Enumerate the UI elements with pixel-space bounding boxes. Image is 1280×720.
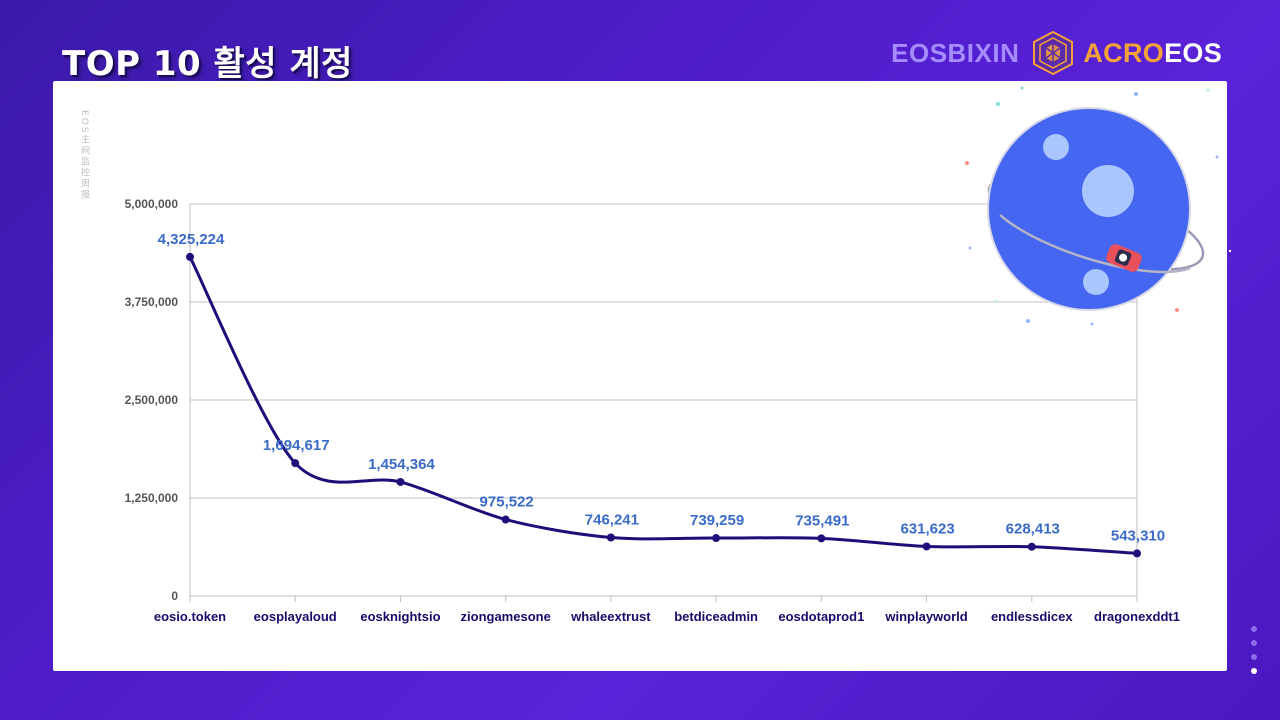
data-point — [396, 477, 405, 486]
x-tick-label: whaleextrust — [570, 609, 651, 624]
page-dot[interactable] — [1251, 626, 1257, 632]
page-title: TOP 10 활성 계정 — [62, 44, 353, 84]
brand-eos-part: EOS — [1164, 37, 1222, 68]
data-points — [186, 252, 1141, 558]
x-tick-label: winplayworld — [884, 609, 967, 624]
y-tick-label: 1,250,000 — [125, 491, 179, 505]
x-tick-label: eosio.token — [154, 609, 226, 624]
data-point — [606, 533, 615, 542]
x-tick-label: eosknightsio — [360, 609, 440, 624]
side-watermark: EOS主网监控周报 — [79, 110, 89, 201]
brand-eosbixin: EOSBIXIN — [891, 37, 1020, 68]
acroeos-cube-logo-icon — [1033, 30, 1074, 76]
data-label: 975,522 — [480, 494, 534, 511]
data-label: 746,241 — [585, 511, 639, 528]
gridlines — [189, 203, 1138, 597]
data-point — [1027, 542, 1036, 551]
y-tick-label: 2,500,000 — [125, 393, 179, 407]
sparkle-stars — [965, 86, 1232, 326]
x-tick-label: eosdotaprod1 — [778, 609, 864, 624]
page-indicator — [1251, 626, 1257, 682]
x-tick-label: dragonexddt1 — [1094, 609, 1180, 624]
y-tick-label: 3,750,000 — [125, 295, 179, 309]
y-tick-label: 5,000,000 — [125, 197, 179, 211]
series-line — [188, 256, 1138, 555]
brand-acro-part: ACRO — [1083, 37, 1165, 68]
x-tick-label: ziongamesone — [461, 609, 551, 624]
brand-bar: EOSBIXIN ACROEOS — [891, 30, 1222, 76]
page-dot[interactable] — [1251, 640, 1257, 646]
data-label: 735,491 — [795, 512, 849, 529]
data-label: 739,259 — [690, 512, 744, 529]
data-point — [922, 542, 931, 551]
x-tick-label: eosplayaloud — [254, 609, 337, 624]
data-label: 628,413 — [1006, 521, 1060, 538]
planet-illustration-icon — [965, 86, 1232, 326]
x-tick-label: endlessdicex — [991, 609, 1073, 624]
data-point — [712, 534, 721, 543]
page-dot-active[interactable] — [1251, 668, 1257, 674]
page-dot[interactable] — [1251, 654, 1257, 660]
data-labels: 4,325,224 1,694,617 1,454,364 975,522 746,24… — [158, 231, 1165, 545]
car-icon — [1106, 244, 1142, 272]
data-point — [817, 534, 826, 543]
data-label: 543,310 — [1111, 527, 1165, 544]
axes: 0 1,250,000 2,500,000 3,750,000 5,000,000 eos… — [125, 197, 1180, 624]
brand-acroeos: ACROEOS — [1083, 38, 1222, 69]
data-point — [501, 515, 510, 524]
data-point — [1133, 549, 1141, 558]
series-eosio-line — [188, 256, 1138, 555]
x-tick-label: betdiceadmin — [674, 609, 758, 624]
data-label: 1,454,364 — [368, 456, 435, 473]
data-point — [291, 459, 300, 468]
data-label: 4,325,224 — [158, 231, 225, 248]
data-point — [186, 252, 194, 261]
data-label: 1,694,617 — [263, 437, 330, 454]
data-label: 631,623 — [900, 520, 954, 537]
y-tick-label: 0 — [171, 589, 178, 603]
